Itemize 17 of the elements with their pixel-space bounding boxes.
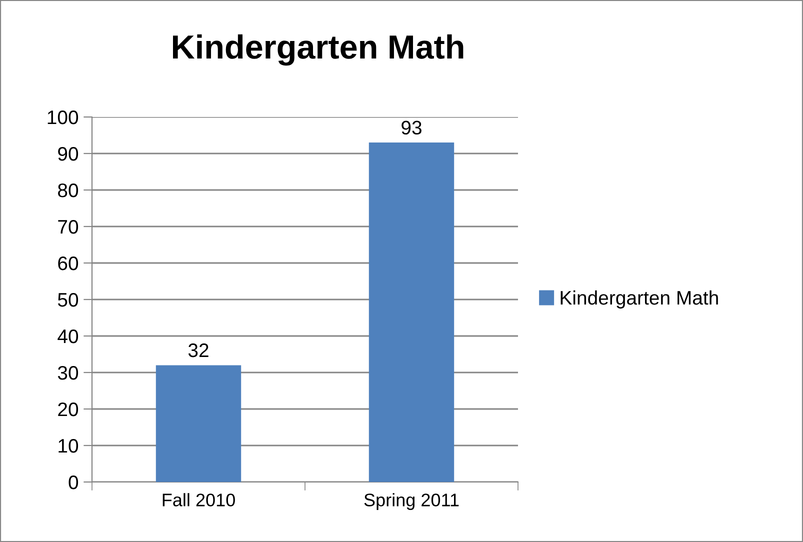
y-tick-label: 60 xyxy=(58,256,78,270)
y-tick-label: 80 xyxy=(58,183,78,198)
y-tick-label: 70 xyxy=(58,220,78,234)
y-tick-label: 10 xyxy=(58,438,78,453)
chart-title: Kindergarten Math xyxy=(173,34,464,66)
y-tick-label: 0 xyxy=(68,475,78,490)
y-tick-label: 40 xyxy=(58,329,78,344)
y-tick-label: 90 xyxy=(58,146,78,161)
y-tick-label: 50 xyxy=(58,292,78,307)
data-label: 32 xyxy=(188,343,208,358)
y-tick-label: 20 xyxy=(58,402,78,416)
y-tick-label: 30 xyxy=(58,366,78,380)
x-tick-label: Fall 2010 xyxy=(162,493,235,506)
x-tick-label: Spring 2011 xyxy=(364,493,459,510)
legend-label: Kindergarten Math xyxy=(560,290,718,309)
y-tick-label: 100 xyxy=(48,110,78,124)
data-label: 93 xyxy=(402,120,422,135)
